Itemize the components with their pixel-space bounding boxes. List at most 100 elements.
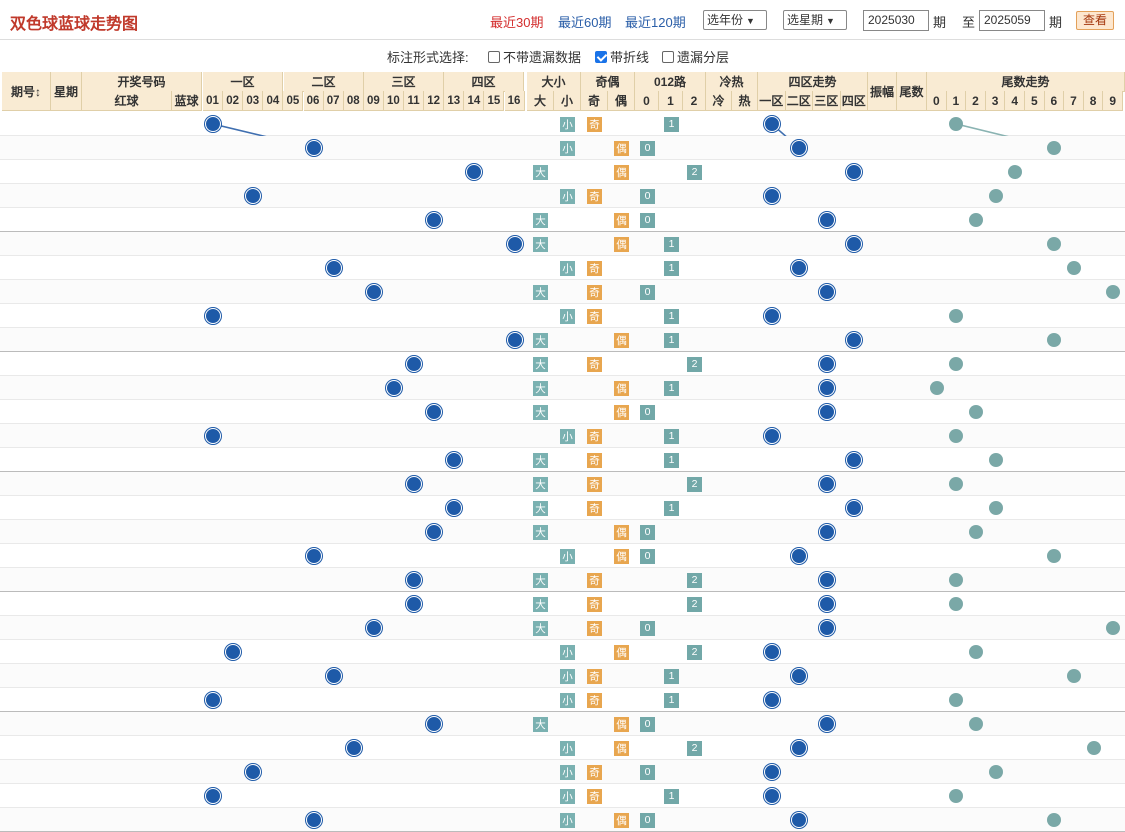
tail-cell bbox=[897, 472, 927, 496]
week-cell bbox=[51, 184, 82, 208]
parity-tag: 偶 bbox=[614, 716, 629, 732]
tail-marker bbox=[1047, 333, 1062, 347]
issue-cell bbox=[2, 616, 51, 640]
tail-cell bbox=[897, 352, 927, 376]
tail-marker bbox=[1047, 141, 1062, 155]
header-big: 大 bbox=[527, 91, 554, 111]
tail-cell bbox=[897, 136, 927, 160]
parity-tag: 偶 bbox=[614, 524, 629, 540]
option-no-miss[interactable]: 不带遗漏数据 bbox=[488, 47, 581, 66]
blue-ball-marker bbox=[245, 764, 262, 780]
table-row bbox=[0, 400, 1125, 424]
week-cell bbox=[51, 352, 82, 376]
checkbox-checked-icon[interactable] bbox=[595, 50, 607, 63]
amp-cell bbox=[868, 136, 897, 160]
road-tag: 0 bbox=[640, 140, 655, 156]
checkbox-icon[interactable] bbox=[662, 50, 674, 63]
tail-marker bbox=[969, 405, 983, 419]
blue-ball-value bbox=[172, 448, 202, 472]
tail-marker bbox=[949, 477, 964, 491]
header-tail-7: 7 bbox=[1064, 91, 1084, 111]
week-cell bbox=[51, 424, 82, 448]
option-bar: 标注形式选择: 不带遗漏数据 带折线 遗漏分层 bbox=[0, 44, 1125, 68]
road-tag: 0 bbox=[640, 524, 655, 540]
amp-cell bbox=[868, 544, 897, 568]
zone-marker bbox=[791, 812, 808, 828]
recent-60-link[interactable]: 最近60期 bbox=[558, 15, 612, 30]
issue-cell bbox=[2, 760, 51, 784]
amp-cell bbox=[868, 784, 897, 808]
amp-cell bbox=[868, 184, 897, 208]
zone-marker bbox=[791, 260, 808, 276]
view-button[interactable]: 查看 bbox=[1076, 11, 1114, 30]
parity-tag: 奇 bbox=[587, 452, 602, 468]
blue-ball-marker bbox=[205, 428, 221, 444]
tail-marker bbox=[949, 573, 964, 587]
red-balls bbox=[82, 352, 172, 376]
table-row bbox=[0, 712, 1125, 736]
week-cell bbox=[51, 448, 82, 472]
option-layered[interactable]: 遗漏分层 bbox=[662, 47, 729, 66]
header-draw: 开奖号码 bbox=[82, 72, 202, 92]
week-cell bbox=[51, 640, 82, 664]
to-issue-input[interactable]: 2025059 bbox=[979, 10, 1045, 31]
road-tag: 0 bbox=[640, 404, 655, 420]
parity-tag: 奇 bbox=[587, 764, 602, 780]
recent-30-link[interactable]: 最近30期 bbox=[490, 15, 544, 30]
header-issue[interactable]: 期号↕ bbox=[2, 72, 51, 111]
issue-cell bbox=[2, 208, 51, 232]
size-tag: 小 bbox=[560, 644, 575, 660]
blue-ball-value bbox=[172, 640, 202, 664]
table-row bbox=[0, 328, 1125, 352]
to-unit-label: 期 bbox=[1049, 15, 1063, 30]
parity-tag: 奇 bbox=[587, 308, 602, 324]
blue-ball-value bbox=[172, 520, 202, 544]
tail-cell bbox=[897, 184, 927, 208]
table-row bbox=[0, 568, 1125, 592]
blue-ball-value bbox=[172, 544, 202, 568]
size-tag: 大 bbox=[533, 476, 548, 492]
size-tag: 小 bbox=[560, 668, 575, 684]
tail-marker bbox=[949, 117, 964, 131]
parity-tag: 偶 bbox=[614, 812, 629, 828]
tail-marker bbox=[949, 789, 964, 803]
blue-ball-marker bbox=[305, 140, 322, 156]
header-zone-2: 二区 bbox=[284, 72, 364, 92]
road-tag: 1 bbox=[664, 692, 679, 708]
parity-tag: 奇 bbox=[587, 788, 602, 804]
week-cell bbox=[51, 280, 82, 304]
recent-120-link[interactable]: 最近120期 bbox=[625, 15, 686, 30]
blue-ball-value bbox=[172, 304, 202, 328]
road-tag: 0 bbox=[640, 812, 655, 828]
chevron-down-icon: ▼ bbox=[826, 16, 835, 26]
header-even: 偶 bbox=[608, 91, 635, 111]
week-select[interactable]: 选星期 ▼ bbox=[783, 10, 847, 30]
header-tail-4: 4 bbox=[1005, 91, 1025, 111]
zone-marker bbox=[791, 740, 808, 756]
tail-cell bbox=[897, 544, 927, 568]
year-select[interactable]: 选年份 ▼ bbox=[703, 10, 767, 30]
header-num-05: 05 bbox=[283, 91, 304, 111]
parity-tag: 偶 bbox=[614, 164, 629, 180]
week-cell bbox=[51, 496, 82, 520]
road-tag: 0 bbox=[640, 764, 655, 780]
issue-cell bbox=[2, 664, 51, 688]
checkbox-icon[interactable] bbox=[488, 50, 500, 63]
blue-ball-value bbox=[172, 664, 202, 688]
blue-ball-marker bbox=[205, 692, 221, 708]
option-polyline[interactable]: 带折线 bbox=[595, 47, 649, 66]
red-balls bbox=[82, 448, 172, 472]
zone-marker bbox=[791, 548, 808, 564]
blue-ball-marker bbox=[205, 308, 221, 324]
week-cell bbox=[51, 232, 82, 256]
zone-marker bbox=[791, 140, 808, 156]
tail-marker bbox=[988, 453, 1003, 467]
from-issue-input[interactable]: 2025030 bbox=[863, 10, 929, 31]
tail-cell bbox=[897, 112, 927, 136]
zone-marker bbox=[763, 308, 780, 324]
red-balls bbox=[82, 592, 172, 616]
issue-cell bbox=[2, 112, 51, 136]
header-z3: 三区 bbox=[813, 91, 841, 111]
week-cell bbox=[51, 736, 82, 760]
header-tail-3: 3 bbox=[985, 91, 1006, 111]
